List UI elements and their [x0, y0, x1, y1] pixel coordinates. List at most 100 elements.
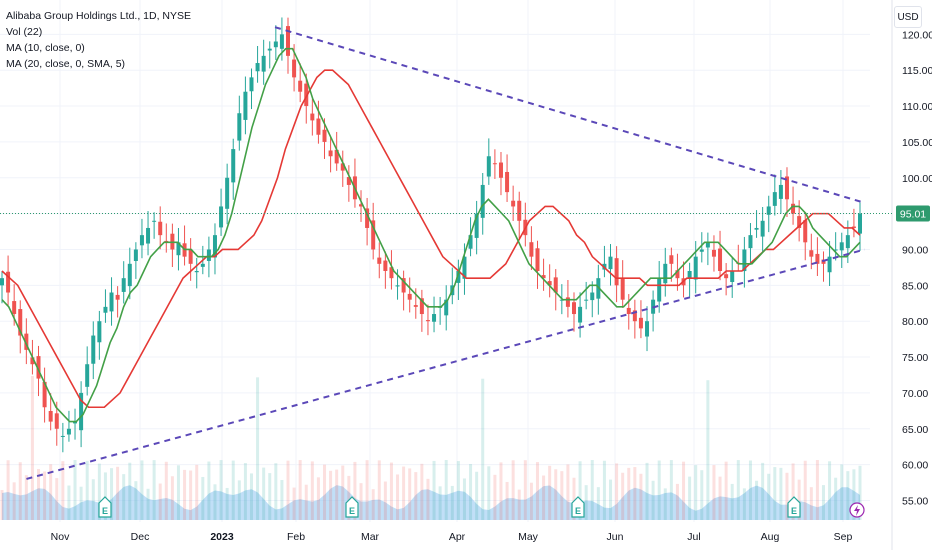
price-tick-label: 55.00	[902, 495, 928, 507]
volume-bar	[505, 481, 509, 520]
volume-bar	[310, 461, 314, 520]
volume-bar	[396, 474, 400, 520]
ma20-line	[1, 69, 861, 409]
candle-body	[724, 274, 729, 279]
volume-bar	[852, 469, 856, 520]
candle-body	[535, 248, 540, 271]
volume-bar	[730, 483, 734, 520]
candle-body	[760, 220, 765, 237]
time-tick-label: May	[518, 531, 539, 543]
candle-body	[231, 149, 236, 183]
candle-body	[839, 242, 844, 251]
time-tick-label: 2023	[210, 531, 234, 543]
candle-body	[255, 63, 260, 72]
price-tick-label: 60.00	[902, 460, 928, 472]
volume-area	[0, 376, 862, 520]
volume-indicator-label[interactable]: Vol (22)	[6, 26, 43, 38]
candle-body	[249, 77, 254, 92]
volume-bar	[828, 461, 832, 520]
candle-body	[298, 80, 303, 92]
support-trendline	[26, 248, 865, 480]
volume-bar	[152, 460, 156, 520]
price-tick-label: 85.00	[902, 280, 928, 292]
candle-body	[492, 163, 497, 165]
candle-body	[541, 275, 546, 279]
volume-bar	[402, 466, 406, 520]
volume-bar	[420, 463, 424, 520]
volume-bar	[189, 470, 193, 520]
candle-body	[322, 129, 327, 142]
volume-bar	[140, 460, 144, 520]
ma10-indicator-label[interactable]: MA (10, close, 0)	[6, 42, 85, 54]
candle-body	[638, 317, 643, 329]
volume-bar	[219, 460, 223, 520]
earnings-marker-icon	[787, 496, 801, 518]
volume-bar	[195, 464, 199, 520]
candle-body	[663, 263, 668, 284]
candle-body	[462, 256, 467, 279]
candle-body	[42, 381, 47, 408]
volume-bar	[602, 460, 606, 520]
volume-bar	[542, 475, 546, 520]
candle-body	[468, 235, 473, 249]
volume-bar	[286, 460, 290, 520]
volume-bar	[122, 474, 126, 520]
time-tick-label: Dec	[131, 531, 150, 543]
candle-body	[12, 301, 17, 315]
volume-bar	[499, 462, 503, 520]
volume-bar	[353, 461, 357, 520]
candle-body	[718, 248, 723, 271]
volume-bar	[176, 465, 180, 520]
volume-bar	[858, 465, 862, 520]
candle-body	[754, 227, 759, 230]
earnings-marker-icon	[98, 496, 112, 518]
ma20-indicator-label[interactable]: MA (20, close, 0, SMA, 5)	[6, 58, 126, 70]
volume-bar	[359, 483, 363, 520]
candle-body	[109, 292, 114, 312]
lightning-bolt-icon	[854, 505, 860, 516]
volume-bar	[627, 467, 631, 520]
volume-bar	[578, 461, 582, 520]
volume-bar	[682, 461, 686, 520]
volume-bar	[408, 468, 412, 520]
volume-bar	[298, 460, 302, 520]
currency-button[interactable]: USD	[894, 6, 922, 28]
earnings-marker-icon	[345, 496, 359, 518]
volume-bar	[30, 376, 34, 520]
volume-bar	[566, 464, 570, 520]
candle-body	[553, 277, 558, 293]
price-tick-label: 120.00	[902, 29, 932, 41]
candle-body	[626, 307, 631, 315]
volume-bar	[237, 480, 241, 520]
candle-body	[699, 249, 704, 252]
chart-legend: Alibaba Group Holdings Ltd., 1D, NYSE Vo…	[6, 8, 191, 72]
candle-body	[486, 156, 491, 177]
candle-body	[133, 249, 138, 262]
candle-body	[66, 428, 71, 435]
candle-body	[730, 271, 735, 282]
volume-bar	[645, 462, 649, 520]
volume-bar	[724, 461, 728, 520]
candle-body	[858, 213, 862, 234]
earnings-marker-label: E	[349, 506, 355, 516]
candle-body	[407, 293, 412, 300]
earnings-marker-icon	[571, 496, 585, 518]
volume-bar	[164, 461, 168, 520]
candle-body	[584, 299, 589, 301]
volume-bar	[389, 462, 393, 520]
candle-body	[693, 256, 698, 280]
candle-body	[632, 310, 637, 322]
candle-body	[24, 333, 29, 350]
price-axis: 55.00 60.00 65.00 70.00 75.00 80.00 85.00 90.00…	[896, 29, 932, 507]
last-price-label: 95.01	[900, 209, 926, 221]
candle-body	[833, 249, 838, 251]
volume-bar	[821, 485, 825, 520]
candle-body	[365, 208, 370, 228]
candle-body	[188, 249, 193, 264]
volume-bar	[572, 477, 576, 520]
volume-bar	[292, 487, 296, 520]
moving-averages	[1, 47, 861, 423]
candle-body	[292, 59, 297, 78]
volume-bar	[280, 480, 284, 520]
